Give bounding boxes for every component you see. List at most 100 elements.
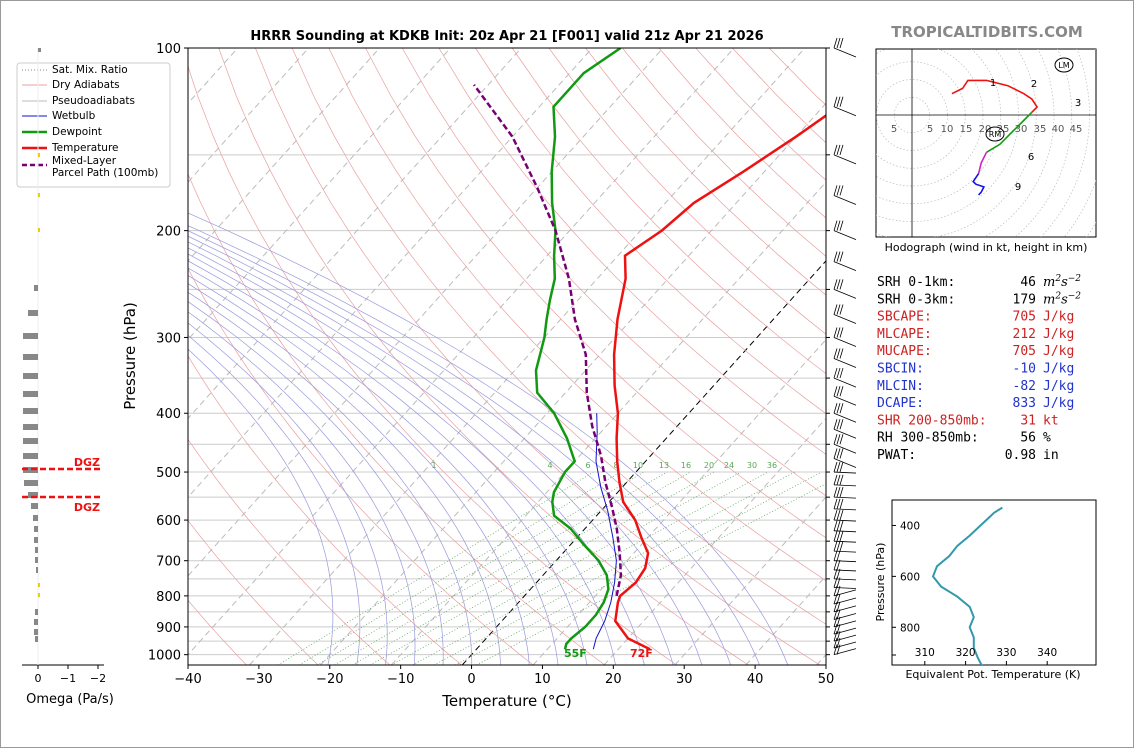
param-label: SBCAPE:: [877, 310, 932, 325]
x-tick-label: −10: [387, 672, 414, 687]
pseudoadiabat: [188, 230, 732, 665]
series-temperature: [612, 114, 826, 651]
wind-barb-flag: [839, 96, 844, 107]
hodograph-labels: 5 5 10 15 20 25 30 35 40 45 1 2 3 6 9 LM RM: [891, 57, 1082, 193]
wind-barb-flag: [833, 616, 838, 628]
param-unit: J/kg: [1043, 344, 1074, 359]
wind-barb: [833, 47, 857, 58]
wind-barb-flag: [836, 386, 841, 397]
wind-barb-flag: [839, 220, 844, 231]
omega-bar: [35, 547, 38, 553]
wind-barb: [833, 412, 857, 423]
wind-barb-flag: [833, 509, 838, 521]
hodograph-ring-label: 5: [927, 124, 933, 135]
wind-barb-flag: [836, 520, 841, 531]
param-unit: J/kg: [1043, 362, 1074, 377]
param-label: MLCAPE:: [877, 327, 932, 342]
param-label: RH 300-850mb:: [877, 431, 979, 446]
omega-bar: [23, 333, 38, 339]
wind-barb-flag: [836, 403, 841, 414]
dry-adiabat: [475, 48, 826, 415]
isotherm: [188, 48, 735, 656]
pseudoadiabat: [188, 267, 559, 665]
mixing-ratio-label: 24: [724, 461, 734, 470]
wind-barb-flag: [839, 461, 844, 473]
thetae-x-tick-label: 320: [956, 647, 976, 659]
dry-adiabat: [291, 48, 826, 625]
wind-barb-flag: [836, 593, 841, 605]
pseudoadiabat: [188, 311, 416, 665]
param-value: 56: [1020, 431, 1036, 446]
legend-label: Dewpoint: [52, 126, 102, 138]
wind-barb-flag: [836, 609, 841, 620]
omega-bar: [23, 438, 38, 444]
param-unit: J/kg: [1043, 327, 1074, 342]
wind-barb-flag: [836, 367, 841, 379]
pseudoadiabat: [188, 253, 616, 665]
y-tick-label: 100: [156, 42, 181, 57]
wind-barb-flag: [836, 434, 841, 445]
omega-bar: [34, 526, 38, 532]
hodograph-height-label: 3: [1075, 98, 1081, 109]
dgz-label-top: DGZ: [74, 456, 100, 469]
wind-barb-flag: [836, 637, 841, 649]
wind-barb-flag: [836, 624, 841, 635]
parameter-table: SRH 0-1km: 46 m2s−2 SRH 0-3km: 179 m2s−2 SBCAP…: [877, 274, 1081, 463]
wind-barb-flag: [836, 577, 841, 588]
legend-label: Wetbulb: [52, 110, 96, 122]
wind-barb: [833, 428, 857, 439]
x-tick-label: 0: [467, 672, 475, 687]
isotherm: [390, 181, 826, 665]
isotherm: [188, 48, 451, 341]
param-label: PWAT:: [877, 448, 916, 463]
x-tick-label: 20: [605, 672, 622, 687]
wind-barb-flag: [833, 601, 838, 612]
hodograph-ring-label: 25: [997, 124, 1010, 135]
skewt-plot-frame: [187, 47, 827, 666]
skewt-background-lines: [188, 48, 826, 665]
wind-barb-flag: [833, 550, 838, 561]
omega-tick-label: −2: [90, 672, 106, 685]
omega-bar: [23, 373, 38, 379]
mixing-ratio-labels: 1 4 6 8 10 13 16 20 24 30 36: [431, 461, 777, 470]
pseudoadiabat: [188, 283, 501, 665]
wind-barb: [833, 154, 857, 165]
wind-barb: [833, 337, 857, 347]
wind-barb-flag: [839, 498, 844, 509]
pseudoadiabat: [188, 301, 444, 665]
storm-motion-marker: [985, 126, 1005, 142]
x-tick-label: 50: [818, 672, 835, 687]
param-unit: %: [1043, 431, 1051, 446]
wind-barb-flag: [833, 487, 838, 498]
wind-barb-flag: [839, 419, 844, 430]
wind-barb-flag: [836, 37, 841, 49]
dry-adiabat: [401, 48, 826, 497]
x-tick-label: −40: [174, 672, 201, 687]
wind-barb-flag: [839, 487, 844, 498]
omega-bar-positive: [38, 153, 40, 157]
wind-barb-flag: [839, 448, 844, 459]
legend-label: Dry Adiabats: [52, 79, 120, 91]
wind-barb-flag: [836, 644, 841, 655]
watermark: TROPICALTIDBITS.COM: [891, 23, 1083, 41]
dry-adiabat: [511, 48, 826, 375]
wind-barb-flag: [839, 509, 844, 521]
omega-bar: [28, 310, 38, 316]
param-value: 31: [1020, 413, 1036, 428]
wind-barb-flag: [836, 304, 841, 315]
wind-barb-flag: [833, 185, 838, 196]
hodograph-ring-label: 5: [891, 124, 897, 135]
wind-barb: [833, 484, 857, 487]
wind-barb-flag: [836, 474, 841, 486]
omega-bar: [33, 515, 38, 521]
omega-bar: [28, 492, 38, 498]
hodograph-plot: [876, 49, 1096, 237]
wind-barb-flag: [839, 251, 844, 262]
wind-barb: [833, 530, 857, 533]
wind-barb-flag: [833, 386, 838, 397]
mixing-ratio-line: [391, 471, 742, 665]
wind-barb: [833, 106, 857, 117]
isotherm: [249, 48, 806, 665]
param-value: 212: [1013, 327, 1036, 342]
omega-xlabel: Omega (Pa/s): [26, 692, 114, 707]
